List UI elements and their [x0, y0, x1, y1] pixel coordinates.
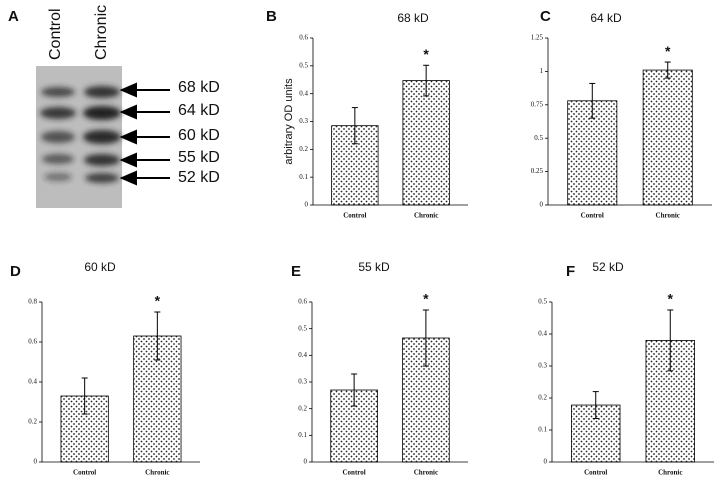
significance-marker: *	[155, 293, 161, 309]
lane-label: Chronic	[93, 5, 110, 60]
chart-title: 64 kD	[590, 11, 622, 25]
y-tick-label: 0.25	[531, 167, 544, 175]
panel-label: C	[540, 8, 551, 25]
y-tick-label: 0.6	[298, 298, 307, 306]
bar	[642, 69, 693, 206]
chart-title: 60 kD	[84, 260, 116, 274]
y-tick-label: 0.2	[28, 418, 37, 426]
band-label: 64 kD	[178, 102, 220, 119]
y-tick-label: 0	[540, 201, 544, 209]
panel-label: A	[8, 8, 19, 25]
blot-bands	[40, 86, 121, 183]
bar-chart: B 68 kD arbitrary OD units 0 0.1 0.2 0.3 0.4 0.5…	[266, 8, 468, 220]
y-tick-label: 1	[540, 67, 544, 75]
chart-title: 68 kD	[397, 11, 429, 25]
lane-label: Control	[47, 8, 64, 60]
significance-marker: *	[423, 291, 429, 307]
y-tick-label: 0.75	[531, 100, 544, 108]
bar-chart: C 64 kD 0 0.25 0.5 0.75 1 1.25 Control Chronic *	[531, 8, 712, 220]
chart-title: 52 kD	[592, 260, 624, 274]
y-tick-label: 0	[304, 458, 308, 466]
band-label: 68 kD	[178, 79, 220, 96]
x-tick-label: Control	[343, 469, 366, 477]
y-tick-label: 0.8	[28, 298, 37, 306]
x-tick-label: Control	[343, 212, 366, 220]
x-tick-label: Chronic	[656, 212, 680, 220]
panel-label: F	[566, 263, 575, 280]
y-tick-label: 0.2	[298, 404, 307, 412]
panel-label: B	[266, 8, 277, 25]
bar-chart: D 60 kD 0 0.2 0.4 0.6 0.8 Control Chronic *	[10, 260, 200, 477]
y-tick-label: 0.2	[538, 394, 547, 402]
y-tick-label: 1.25	[531, 34, 544, 42]
y-tick-label: 0	[544, 458, 548, 466]
y-tick-label: 0.4	[538, 330, 547, 338]
y-tick-label: 0	[34, 458, 38, 466]
y-tick-label: 0.1	[298, 431, 307, 439]
y-tick-label: 0.6	[28, 338, 37, 346]
significance-marker: *	[665, 43, 671, 59]
y-tick-label: 0.6	[299, 34, 308, 42]
blot-panel: A Control Chronic 68 kD 64 kD 60 kD 55 k…	[8, 5, 220, 208]
x-tick-label: Chronic	[145, 469, 169, 477]
x-tick-label: Control	[73, 469, 96, 477]
y-tick-label: 0.1	[538, 426, 547, 434]
x-tick-label: Control	[581, 212, 604, 220]
panel-label: E	[291, 263, 301, 280]
x-tick-label: Chronic	[414, 469, 438, 477]
bar-chart: E 55 kD 0 0.1 0.2 0.3 0.4 0.5 0.6 Control Chronic *	[291, 260, 468, 477]
bar-chart: F 52 kD 0 0.1 0.2 0.3 0.4 0.5 Control Chronic *	[538, 260, 714, 477]
y-tick-label: 0.5	[299, 61, 308, 69]
y-tick-label: 0.4	[28, 378, 37, 386]
band-label: 52 kD	[178, 169, 220, 186]
arrows	[119, 82, 170, 186]
y-tick-label: 0.1	[299, 173, 308, 181]
y-tick-label: 0.2	[299, 145, 308, 153]
significance-marker: *	[668, 291, 674, 307]
band-label: 55 kD	[178, 149, 220, 166]
y-tick-label: 0.3	[538, 362, 547, 370]
y-tick-label: 0.3	[299, 117, 308, 125]
y-tick-label: 0.4	[299, 89, 308, 97]
x-tick-label: Control	[584, 469, 607, 477]
y-tick-label: 0.4	[298, 351, 307, 359]
y-axis-label: arbitrary OD units	[283, 78, 295, 165]
band-label: 60 kD	[178, 127, 220, 144]
chart-title: 55 kD	[358, 260, 390, 274]
x-tick-label: Chronic	[414, 212, 438, 220]
significance-marker: *	[423, 46, 429, 62]
panel-label: D	[10, 263, 21, 280]
y-tick-label: 0.3	[298, 378, 307, 386]
y-tick-label: 0.5	[534, 134, 543, 142]
y-tick-label: 0	[305, 201, 309, 209]
x-tick-label: Chronic	[658, 469, 682, 477]
bar	[402, 80, 450, 206]
y-tick-label: 0.5	[298, 324, 307, 332]
y-tick-label: 0.5	[538, 298, 547, 306]
